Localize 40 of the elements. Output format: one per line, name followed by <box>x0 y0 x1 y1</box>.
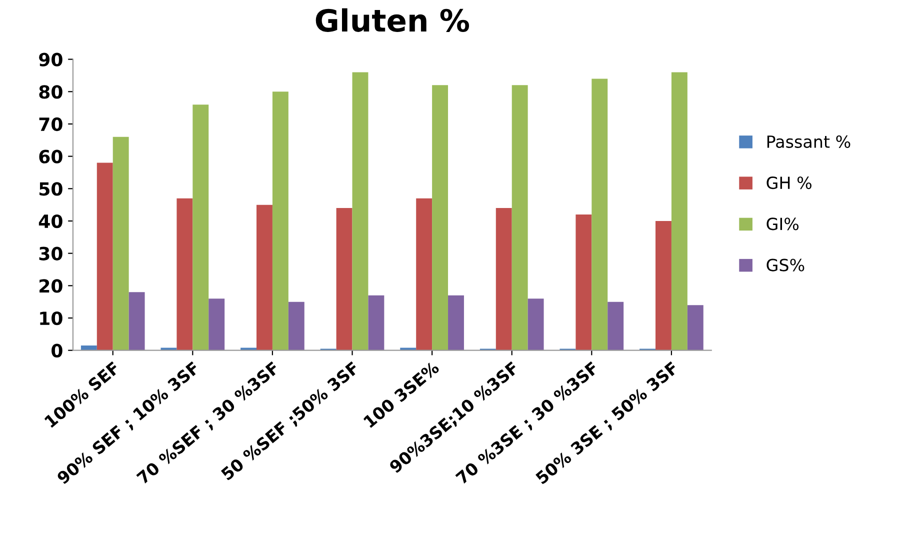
bar <box>448 295 464 350</box>
bar <box>336 208 352 350</box>
y-tick-label: 50 <box>40 182 62 196</box>
bar <box>528 298 544 350</box>
bar <box>432 85 448 350</box>
y-tick-label: 20 <box>40 279 62 293</box>
bar <box>416 198 432 350</box>
legend-label: GH % <box>766 176 812 190</box>
bar <box>608 302 624 350</box>
y-tick-label: 30 <box>39 246 62 260</box>
bar <box>512 85 528 350</box>
bar <box>592 78 608 350</box>
bar <box>176 198 193 350</box>
bar <box>96 162 113 350</box>
bar <box>288 302 304 350</box>
bar <box>368 295 384 350</box>
y-tick-label: 70 <box>39 117 62 132</box>
bar <box>272 92 288 350</box>
bar <box>671 72 688 350</box>
bar <box>128 292 145 350</box>
y-tick-label: 0 <box>52 344 62 358</box>
bar <box>687 305 704 350</box>
bar <box>192 104 209 350</box>
bar <box>256 204 272 350</box>
bar <box>112 136 129 350</box>
y-tick-label: 40 <box>38 214 62 228</box>
legend-label: GI% <box>766 218 799 230</box>
bar <box>80 346 97 350</box>
y-tick-label: 90 <box>39 52 62 66</box>
chart-title: Gluten % <box>316 8 470 32</box>
bar <box>208 298 225 350</box>
bar <box>656 220 672 350</box>
legend-label: Passant % <box>767 135 850 148</box>
y-tick-label: 60 <box>39 150 62 164</box>
bar <box>496 208 512 350</box>
bar <box>576 214 592 350</box>
bar <box>352 72 368 350</box>
y-tick-label: 80 <box>39 85 62 99</box>
legend-label: GS% <box>766 258 804 272</box>
y-tick-label: 10 <box>40 311 62 326</box>
